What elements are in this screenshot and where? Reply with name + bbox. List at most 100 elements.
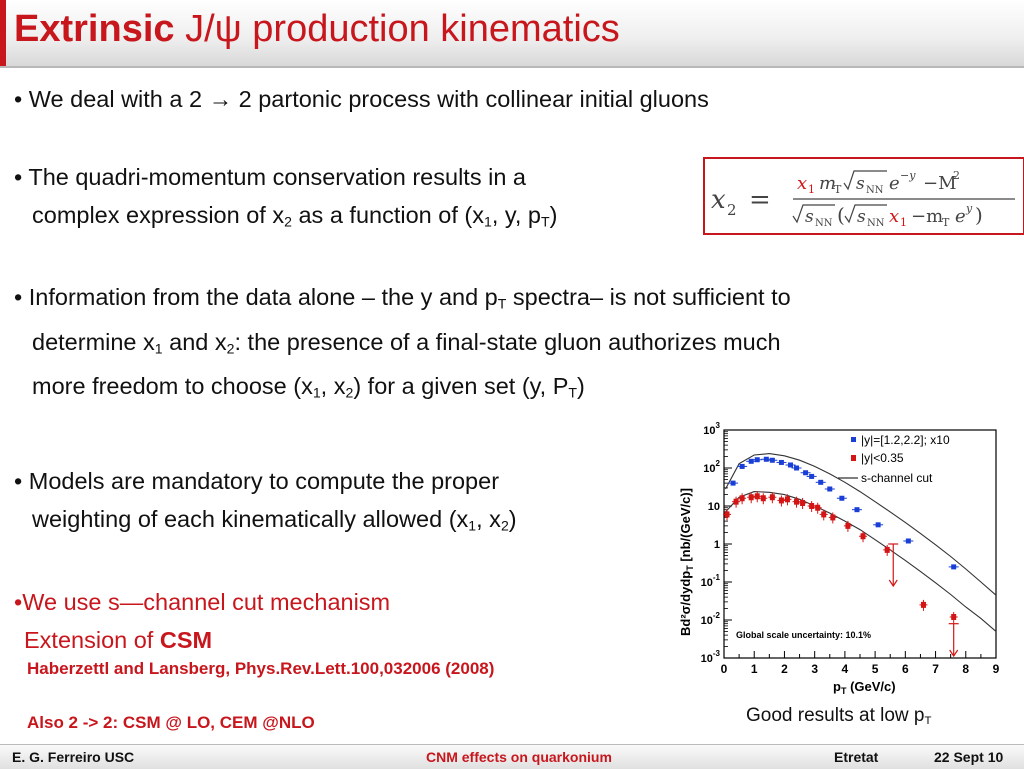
- legend: |y|=[1.2,2.2]; x10 |y|<0.35 s-channel cu…: [838, 433, 950, 485]
- blue-data-point: [803, 470, 809, 476]
- den-x1: x: [889, 206, 899, 227]
- red-data-point: [748, 494, 754, 501]
- blue-data-point: [730, 480, 736, 486]
- theory-curve: [725, 453, 997, 596]
- bullet-5: •We use s—channel cut mechanism Extension…: [14, 589, 391, 653]
- bullet-4-line-2: weighting of each kinematically allowed …: [32, 506, 517, 534]
- bullet-3-line-1: Information from the data alone – the y …: [28, 284, 791, 312]
- scale-uncertainty-note: Global scale uncertainty: 10.1%: [736, 630, 871, 640]
- den-sqrt-s-1-sub: NN: [815, 218, 833, 229]
- footer-date: 22 Sept 10: [934, 749, 1004, 765]
- red-data-point: [769, 494, 775, 501]
- bullet-5-line-1: We use s—channel cut mechanism: [22, 589, 391, 615]
- x-tick-label: 3: [811, 662, 818, 676]
- blue-data-point: [818, 479, 824, 485]
- bullet-5-line-2: Extension of CSM: [24, 627, 213, 653]
- bullet-2: • The quadri-momentum conservation resul…: [14, 164, 558, 230]
- x-tick-label: 5: [872, 662, 879, 676]
- red-data-point: [821, 511, 827, 518]
- den-mt-sub: T: [942, 216, 950, 229]
- red-data-point: [845, 522, 851, 529]
- den-sqrt-s-2-sub: NN: [867, 218, 885, 229]
- x-axis-title: pT (GeV/c): [833, 679, 896, 696]
- num-mt: m: [819, 173, 836, 194]
- num-exp-e: e: [889, 173, 900, 194]
- den-sqrt-s-1: s: [805, 207, 814, 227]
- red-data-point: [754, 493, 760, 500]
- bullet-4: • Models are mandatory to compute the pr…: [14, 468, 517, 534]
- blue-data-point: [778, 459, 784, 465]
- bullet-4-line-1: Models are mandatory to compute the prop…: [28, 468, 500, 494]
- bullet-1: • We deal with a 2 → 2 partonic process …: [14, 86, 709, 112]
- red-data-point: [739, 495, 745, 502]
- num-x1-sub: 1: [808, 183, 815, 196]
- legend-curve-label: s-channel cut: [861, 471, 933, 485]
- den-x1-sub: 1: [900, 216, 907, 229]
- x-tick-label: 8: [962, 662, 969, 676]
- blue-data-point: [769, 457, 775, 463]
- red-data-point: [784, 496, 790, 503]
- num-exp-neg-y: −y: [900, 169, 916, 182]
- pt-spectrum-chart: 0 1 2 3 4 5 6 7 8 9 10-3 10-2 10-1 1 10 102 103 |y|=[1.2…: [678, 421, 1000, 696]
- num-sqrt-s: s: [856, 174, 865, 194]
- blue-data-point: [905, 538, 911, 544]
- num-minus-m: −M: [923, 173, 957, 194]
- den-open-paren: (: [837, 203, 845, 227]
- bullet-3-line-2: determine x1 and x2: the presence of a f…: [32, 328, 781, 357]
- blue-data-point: [794, 465, 800, 471]
- den-sqrt-s-2: s: [857, 207, 866, 227]
- num-m-squared: 2: [953, 169, 960, 182]
- num-mt-sub: T: [834, 183, 842, 196]
- csm-bold: CSM: [159, 627, 213, 653]
- red-data-point: [800, 499, 806, 506]
- formula-lhs-sub: 2: [727, 201, 737, 219]
- blue-data-point: [787, 462, 793, 468]
- reference: Haberzettl and Lansberg, Phys.Rev.Lett.1…: [27, 659, 495, 678]
- red-data-point: [733, 498, 739, 505]
- chart-container: 0 1 2 3 4 5 6 7 8 9 10-3 10-2 10-1 1 10 102 103 |y|=[1.2…: [668, 418, 1008, 696]
- num-x1: x: [797, 173, 807, 194]
- also-note: Also 2 -> 2: CSM @ LO, CEM @NLO: [27, 713, 315, 732]
- formula-equals: =: [749, 185, 771, 215]
- theory-curve: [725, 491, 997, 632]
- x-tick-label: 7: [932, 662, 939, 676]
- upper-limits: [888, 543, 959, 658]
- y-tick-label: 10: [708, 501, 720, 513]
- legend-red-label: |y|<0.35: [861, 451, 904, 465]
- title-rest: J/ψ production kinematics: [174, 8, 620, 50]
- legend-blue-label: |y|=[1.2,2.2]; x10: [861, 433, 950, 447]
- x-tick-label: 6: [902, 662, 909, 676]
- x-tick-label: 9: [993, 662, 1000, 676]
- den-exp-e: e: [955, 206, 966, 227]
- red-data-point: [920, 601, 926, 608]
- blue-data-point: [748, 458, 754, 464]
- x-tick-label: 1: [751, 662, 758, 676]
- title-bar: Extrinsic J/ψ production kinematics: [0, 0, 1024, 68]
- y-tick-label: 102: [703, 459, 720, 475]
- footer-bar: E. G. Ferreiro USC CNM effects on quarko…: [0, 744, 1024, 769]
- bullet-3-line-3: more freedom to choose (x1, x2) for a gi…: [32, 373, 585, 401]
- footer-author: E. G. Ferreiro USC: [12, 749, 135, 765]
- red-data-point: [815, 504, 821, 511]
- blue-data-point: [763, 456, 769, 462]
- data-points: [723, 456, 959, 623]
- y-tick-label: 10-1: [701, 573, 721, 589]
- x-tick-label: 0: [721, 662, 728, 676]
- legend-red-marker: [851, 455, 856, 461]
- y-axis-title: Bd²σ/dydpT [nb/(GeV/c)]: [678, 488, 695, 636]
- num-sqrt-s-sub: NN: [866, 185, 884, 196]
- title-bold: Extrinsic: [14, 8, 175, 50]
- blue-data-point: [754, 457, 760, 463]
- bullet-2-line-2: complex expression of x2 as a function o…: [32, 202, 558, 230]
- num-sqrt-sign: [843, 170, 887, 191]
- blue-data-point: [839, 495, 845, 501]
- chart-caption: Good results at low pT: [746, 705, 932, 727]
- den-exp-y: y: [965, 202, 973, 215]
- red-data-point: [951, 613, 957, 620]
- red-data-point: [860, 533, 866, 540]
- x-tick-label: 2: [781, 662, 788, 676]
- den-minus-mt: −m: [911, 206, 943, 227]
- red-data-point: [830, 514, 836, 521]
- red-data-point: [760, 495, 766, 502]
- red-data-point: [794, 498, 800, 505]
